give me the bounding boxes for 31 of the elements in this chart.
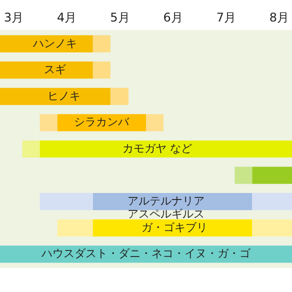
x-tick-label: 5月	[110, 10, 130, 24]
bar	[0, 35, 93, 52]
bar	[92, 219, 252, 236]
bar	[40, 114, 58, 132]
y-tick-label: シラカンバ	[74, 116, 130, 129]
y-tick-label: アルテルナリアアスペルギルス	[127, 194, 204, 221]
bar	[92, 193, 252, 210]
bar	[57, 219, 93, 236]
bar	[0, 88, 110, 105]
y-tick-label: スギ	[44, 63, 66, 76]
bar	[40, 193, 93, 210]
y-tick-label: ヒノキ	[48, 89, 81, 102]
bar	[252, 166, 292, 184]
bar	[0, 62, 93, 79]
bar	[0, 246, 292, 263]
y-tick-label: ハウスダスト・ダニ・ネコ・イヌ・ガ・ゴ	[40, 247, 252, 260]
x-tick-label: 8月	[269, 10, 290, 24]
y-tick-label: ハンノキ	[32, 36, 78, 50]
y-tick-label: ガ・ゴキブリ	[142, 220, 208, 234]
bar	[57, 114, 146, 132]
x-tick-label: 4月	[57, 10, 77, 24]
x-tick-label: 7月	[216, 10, 236, 24]
y-tick-label: カモガヤ など	[122, 142, 192, 155]
bar	[110, 88, 128, 105]
x-tick-label: 6月	[163, 10, 183, 24]
bar	[22, 140, 40, 158]
bar	[92, 35, 110, 52]
bar	[234, 166, 252, 184]
bar	[92, 62, 110, 79]
bar	[40, 140, 292, 158]
x-tick-label: 3月	[4, 10, 24, 24]
